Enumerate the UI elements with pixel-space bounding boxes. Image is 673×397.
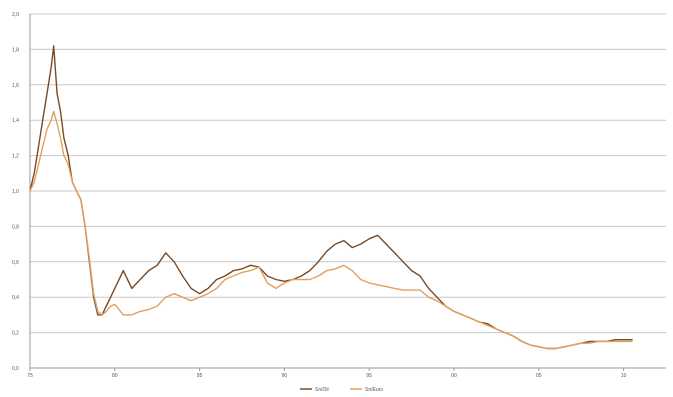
y-tick-label: 1,6 — [12, 83, 19, 89]
legend-label-1: Sn/Euro — [365, 387, 383, 393]
y-tick-label: 0,6 — [12, 260, 19, 266]
x-tick-label: 00 — [451, 373, 457, 379]
series-line-0 — [29, 45, 633, 350]
y-tick-label: 1,2 — [12, 154, 19, 160]
x-tick-label: 10 — [621, 373, 627, 379]
series-lines — [29, 45, 633, 350]
series-line-1 — [29, 110, 633, 350]
y-tick-label: 1,8 — [12, 47, 19, 53]
x-tick-label: 90 — [282, 373, 288, 379]
y-axis-ticks: 0,0 0,2 0,4 0,6 0,8 1,0 1,2 1,4 1,6 1,8 2,0 — [12, 12, 19, 372]
y-tick-label: 1,4 — [12, 118, 19, 124]
gridlines — [30, 13, 666, 334]
y-tick-label: 2,0 — [12, 12, 19, 18]
x-tick-label: 75 — [27, 373, 33, 379]
x-tick-label: 85 — [197, 373, 203, 379]
legend-label-0: Sn/Oil — [315, 387, 329, 393]
y-tick-label: 0,4 — [12, 295, 19, 301]
legend: Sn/Oil Sn/Euro — [300, 387, 383, 393]
x-tick-label: 80 — [112, 373, 118, 379]
axes — [29, 14, 666, 371]
y-tick-label: 0,0 — [12, 366, 19, 372]
x-tick-label: 95 — [366, 373, 372, 379]
y-tick-label: 1,0 — [12, 189, 19, 195]
x-tick-label: 05 — [536, 373, 542, 379]
y-tick-label: 0,2 — [12, 331, 19, 337]
x-axis-ticks: 75 80 85 90 95 00 05 10 — [27, 373, 626, 379]
y-tick-label: 0,8 — [12, 224, 19, 230]
